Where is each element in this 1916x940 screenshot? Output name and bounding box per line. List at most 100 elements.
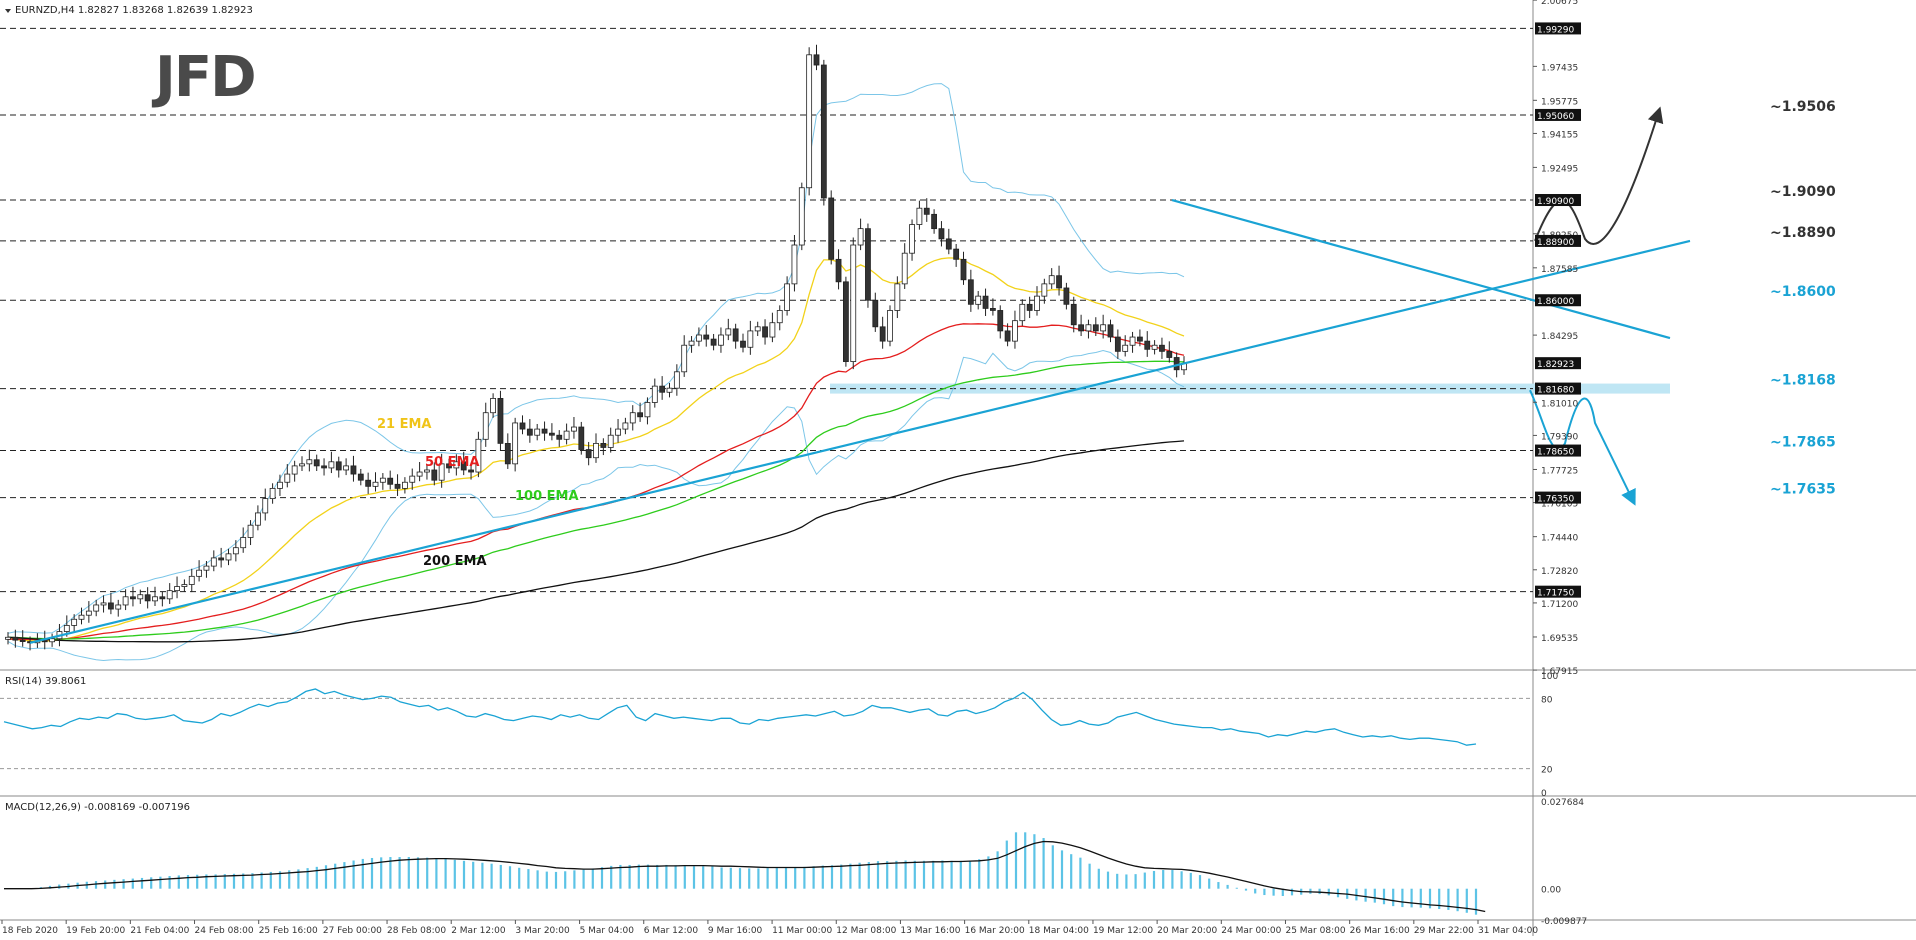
candle-body: [159, 596, 166, 600]
candle-body: [585, 449, 592, 459]
time-axis: 18 Feb 2020 19 Feb 20:00 21 Feb 04:00 24 Fe…: [1, 920, 1538, 936]
candle-body: [1129, 336, 1136, 346]
candle-body: [923, 207, 930, 215]
macd-tick-label: 0.027684: [1541, 798, 1584, 808]
bollinger-upper: [7, 83, 1185, 634]
level-labels: ~1.9506 ~1.9090 ~1.8890 ~1.8600 ~1.8168 ~1.78…: [1770, 99, 1836, 498]
candle-body: [1056, 275, 1062, 289]
candle-body: [218, 557, 225, 561]
candle-body: [144, 594, 151, 602]
level-tag: [1535, 585, 1581, 598]
time-tick-label: 2 Mar 12:00: [451, 926, 506, 936]
candle-body: [1034, 295, 1040, 311]
candle-body: [820, 64, 827, 199]
time-tick-label: 26 Mar 16:00: [1350, 926, 1410, 936]
candle-body: [534, 428, 541, 436]
time-tick-label: 27 Feb 00:00: [323, 926, 382, 936]
time-tick-label: 3 Mar 20:00: [515, 926, 570, 936]
macd-pane: [4, 832, 1486, 915]
candle-body: [1166, 350, 1173, 358]
current-price-tag: [1535, 357, 1581, 370]
candle-body: [203, 565, 210, 571]
candle-body: [644, 402, 651, 418]
price-tick-label: 1.67915: [1541, 667, 1578, 677]
level-tag-text: 1.99290: [1537, 25, 1574, 35]
candle-body: [1114, 336, 1121, 352]
level-label: ~1.8168: [1770, 373, 1836, 389]
level-tag: [1535, 294, 1581, 307]
candle-body: [1144, 340, 1151, 350]
level-lines: [0, 27, 1533, 593]
symbol-header: EURNZD,H4 1.82827 1.83268 1.82639 1.8292…: [15, 5, 253, 16]
candle-body: [887, 310, 893, 342]
rsi-line: [3, 688, 1477, 746]
candle-body: [115, 604, 122, 610]
time-tick-label: 24 Feb 08:00: [195, 926, 254, 936]
candle-body: [1012, 320, 1018, 342]
candle-body: [188, 575, 195, 585]
candle-body: [166, 590, 173, 600]
candle-body: [1085, 324, 1092, 332]
candle-body: [174, 586, 180, 592]
price-tick-label: 1.77725: [1541, 466, 1578, 476]
time-tick-label: 18 Mar 04:00: [1029, 926, 1089, 936]
candle-body: [622, 422, 629, 430]
candle-body: [578, 426, 585, 450]
level-tag-text: 1.95060: [1537, 112, 1574, 122]
candle-body: [63, 625, 70, 632]
candle-body: [71, 618, 78, 626]
candle-body: [967, 279, 974, 305]
ema-200-line: [7, 440, 1185, 643]
candle-body: [446, 463, 452, 469]
candle-body: [424, 469, 430, 473]
bollinger-bands: [7, 83, 1185, 662]
bollinger-lower: [7, 349, 1185, 662]
candle-body: [637, 412, 643, 418]
level-tag-text: 1.88900: [1537, 238, 1574, 248]
level-tag: [1535, 491, 1581, 504]
time-tick-label: 6 Mar 12:00: [644, 926, 699, 936]
candle-body: [718, 334, 724, 346]
level-tag-text: 1.86000: [1537, 297, 1574, 307]
candle-body: [93, 604, 100, 612]
candle-body: [482, 412, 489, 440]
candle-body: [990, 308, 996, 311]
macd-axis: 0.027684 0.00 -0.009877: [1541, 798, 1587, 927]
trendlines: [29, 198, 1691, 644]
rsi-axis: 100 80 20 0: [1541, 672, 1558, 799]
time-tick-label: 5 Mar 04:00: [580, 926, 635, 936]
candle-body: [931, 213, 937, 230]
jfd-logo: JFD: [151, 45, 257, 110]
candle-body: [688, 340, 695, 346]
ema-50-line: [7, 323, 1185, 641]
candle-body: [394, 483, 401, 489]
price-tick-label: 1.69535: [1541, 634, 1578, 644]
candle-body: [975, 295, 982, 305]
candle-body: [460, 461, 467, 471]
time-tick-label: 9 Mar 16:00: [708, 926, 763, 936]
level-tag: [1535, 194, 1581, 207]
candle-body: [798, 187, 805, 246]
candle-body: [960, 258, 967, 281]
price-tick-label: 1.97435: [1541, 63, 1578, 73]
candle-body: [813, 54, 820, 66]
candle-body: [1100, 324, 1107, 332]
candle-body: [19, 639, 26, 642]
price-axis: 2.006751.974351.957751.941551.924951.892…: [1533, 0, 1578, 677]
time-tick-label: 25 Feb 16:00: [259, 926, 318, 936]
candle-body: [879, 326, 886, 342]
level-label: ~1.8890: [1770, 225, 1836, 241]
header-dropdown-icon[interactable]: [5, 9, 11, 13]
time-tick-label: 16 Mar 20:00: [965, 926, 1025, 936]
candle-body: [254, 512, 261, 526]
candle-body: [1026, 303, 1033, 311]
candle-body: [232, 547, 239, 555]
candle-body: [1019, 303, 1026, 322]
candle-body: [710, 338, 717, 346]
candle-body: [504, 442, 511, 465]
candle-body: [659, 385, 666, 393]
time-tick-label: 13 Mar 16:00: [900, 926, 960, 936]
price-tick-label: 1.95775: [1541, 97, 1578, 107]
candle-body: [1004, 330, 1011, 342]
